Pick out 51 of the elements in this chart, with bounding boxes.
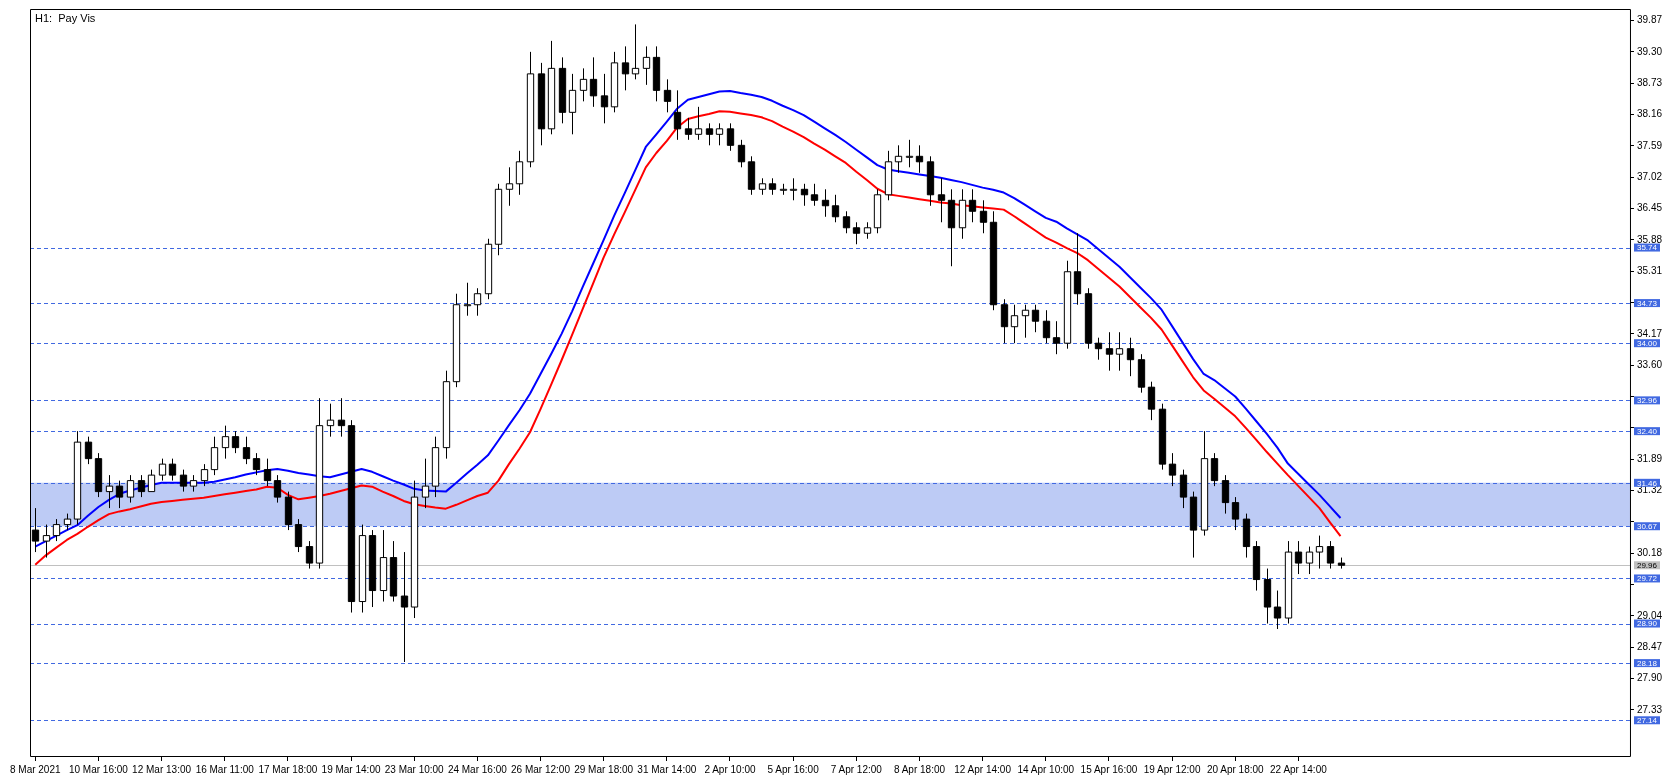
x-tick-label: 15 Apr 16:00 xyxy=(1080,763,1138,775)
y-tick-label: 29.04 xyxy=(1636,609,1663,621)
ref-line-label: 32.40 xyxy=(1636,426,1658,436)
y-tick-label: 39.30 xyxy=(1636,45,1663,57)
x-tick-label: 31 Mar 14:00 xyxy=(637,763,697,775)
ref-line-label: 35.74 xyxy=(1636,243,1658,253)
y-tick-label: 33.60 xyxy=(1636,358,1663,370)
y-tick-label: 35.88 xyxy=(1636,233,1663,245)
x-tick-label: 20 Apr 18:00 xyxy=(1206,763,1265,775)
x-tick-label: 8 Apr 18:00 xyxy=(893,763,946,775)
x-tick-label: 19 Apr 12:00 xyxy=(1143,763,1201,775)
ref-line-label: 30.67 xyxy=(1636,521,1658,531)
y-tick-label: 38.16 xyxy=(1636,108,1663,120)
x-tick-label: 12 Apr 14:00 xyxy=(954,763,1012,775)
x-tick-label: 24 Mar 16:00 xyxy=(447,763,508,775)
y-tick-label: 39.87 xyxy=(1636,14,1663,26)
x-tick-label: 10 Mar 16:00 xyxy=(68,763,129,775)
x-tick-label: 12 Mar 13:00 xyxy=(132,763,192,775)
x-tick-label: 26 Mar 12:00 xyxy=(511,763,571,775)
ref-line-label: 28.18 xyxy=(1636,658,1658,668)
y-tick-label: 34.17 xyxy=(1636,327,1663,339)
y-tick-label: 37.02 xyxy=(1636,170,1663,182)
x-tick-label: 8 Mar 2021 xyxy=(9,763,61,775)
x-tick-label: 29 Mar 18:00 xyxy=(574,763,634,775)
x-tick-label: 5 Apr 16:00 xyxy=(767,763,820,775)
ref-line-label: 34.73 xyxy=(1636,298,1658,308)
y-tick-label: 38.73 xyxy=(1636,76,1663,88)
y-tick-label: 27.90 xyxy=(1636,672,1663,684)
x-tick-label: 17 Mar 18:00 xyxy=(258,763,318,775)
ref-line-label: 27.14 xyxy=(1636,715,1658,725)
y-tick-label: 31.89 xyxy=(1636,452,1663,464)
ref-line-label: 29.96 xyxy=(1636,560,1658,570)
x-tick-label: 14 Apr 10:00 xyxy=(1017,763,1075,775)
chart-title: H1: Pay Vis xyxy=(35,11,96,24)
ref-line-label: 28.90 xyxy=(1636,619,1658,629)
x-tick-label: 2 Apr 10:00 xyxy=(704,763,756,775)
x-tick-label: 23 Mar 10:00 xyxy=(384,763,445,775)
ref-line-label: 32.96 xyxy=(1636,396,1658,406)
ref-line-label: 34.00 xyxy=(1636,338,1658,348)
x-tick-label: 22 Apr 14:00 xyxy=(1270,763,1328,775)
ref-line-label: 31.46 xyxy=(1636,478,1658,488)
ref-line-label: 29.72 xyxy=(1636,574,1658,584)
x-tick-label: 19 Mar 14:00 xyxy=(321,763,381,775)
x-tick-label: 16 Mar 11:00 xyxy=(195,763,255,775)
y-tick-label: 30.18 xyxy=(1636,546,1663,558)
y-tick-label: 27.33 xyxy=(1636,703,1663,715)
y-tick-label: 28.47 xyxy=(1636,640,1663,652)
y-tick-label: 36.45 xyxy=(1636,202,1663,214)
y-tick-label: 35.31 xyxy=(1636,264,1663,276)
y-tick-label: 37.59 xyxy=(1636,139,1663,151)
x-tick-label: 7 Apr 12:00 xyxy=(830,763,883,775)
